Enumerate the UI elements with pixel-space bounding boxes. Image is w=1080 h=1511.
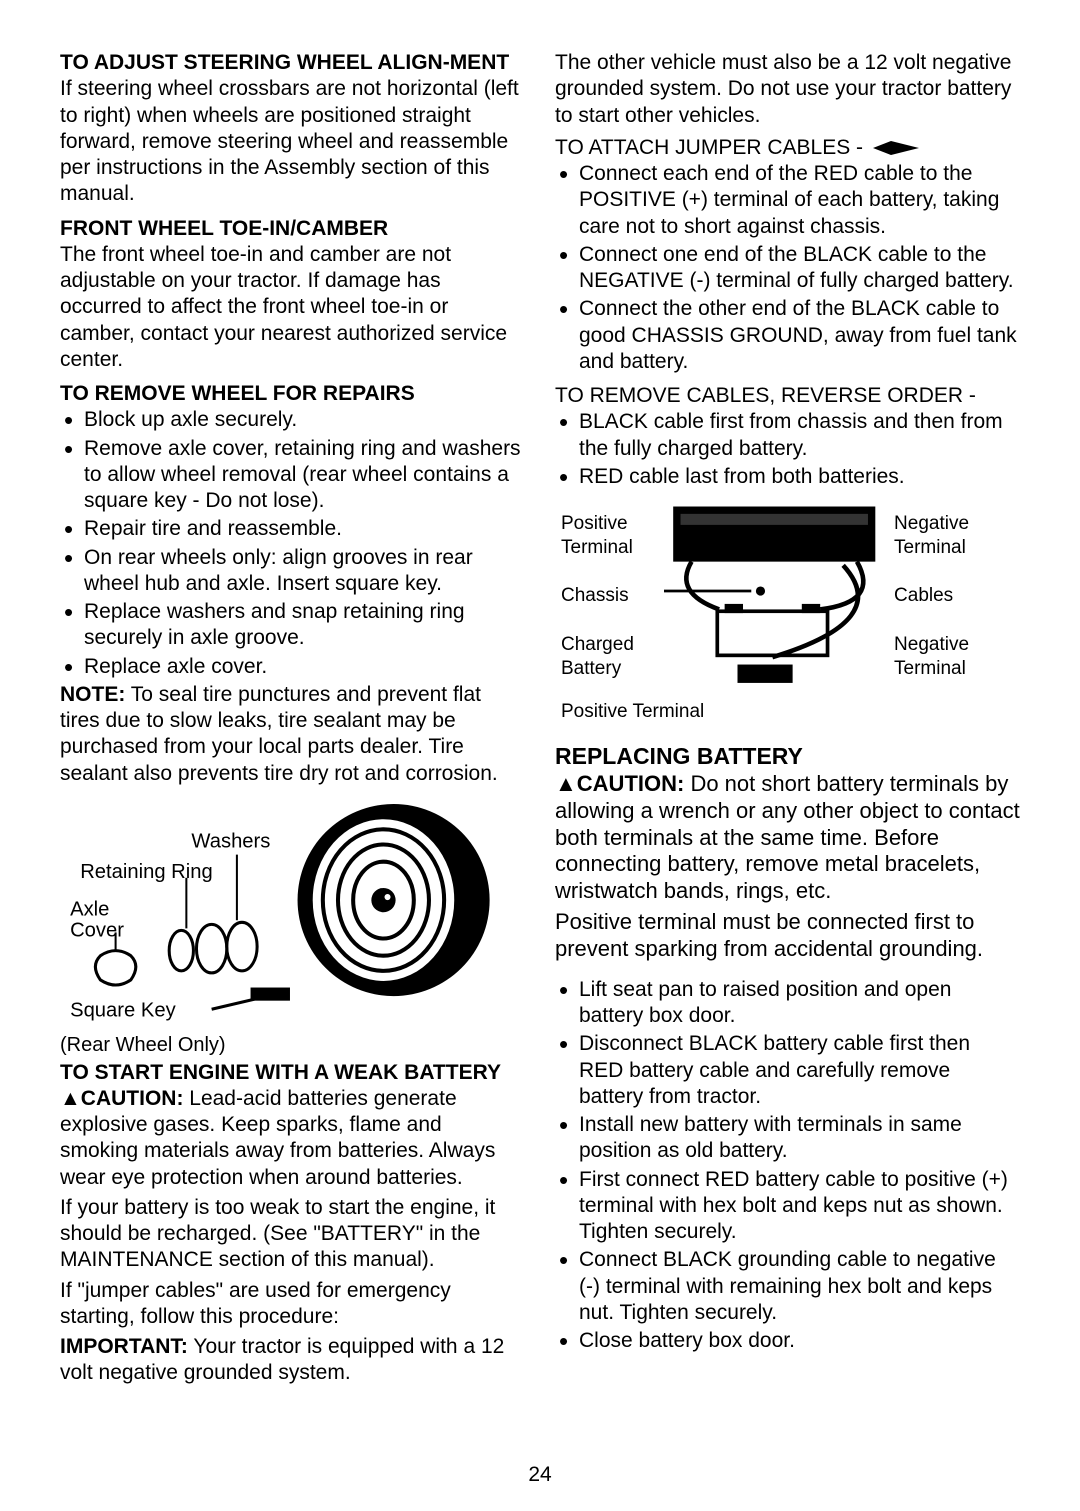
label-rear-only-text: (Rear Wheel Only) (60, 1033, 525, 1058)
para-toe-camber: The front wheel toe-in and camber are no… (60, 242, 525, 373)
heading-weak-battery: TO START ENGINE WITH A WEAK BATTERY (60, 1060, 525, 1086)
caution-replacing-battery: ▲CAUTION: Do not short battery terminals… (555, 771, 1020, 905)
list-item: Connect each end of the RED cable to the… (555, 161, 1020, 240)
para-jumper-intro: If "jumper cables" are used for emergenc… (60, 1278, 525, 1331)
para-positive-first: Positive terminal must be connected firs… (555, 909, 1020, 963)
heading-toe-camber: FRONT WHEEL TOE-IN/CAMBER (60, 216, 525, 242)
list-item: Repair tire and reassemble. (60, 516, 525, 542)
two-column-layout: TO ADJUST STEERING WHEEL ALIGN-MENT If s… (60, 50, 1020, 1391)
para-other-vehicle: The other vehicle must also be a 12 volt… (555, 50, 1020, 129)
list-item: Remove axle cover, retaining ring and wa… (60, 436, 525, 515)
note-lead: NOTE: (60, 683, 125, 706)
label-washers: Washers (191, 830, 270, 852)
label-cover: Cover (70, 919, 124, 941)
label-retaining-ring: Retaining Ring (80, 861, 213, 883)
label-neg-terminal: Negative Terminal (890, 498, 1018, 573)
list-replacing-battery: Lift seat pan to raised position and ope… (555, 977, 1020, 1355)
label-charged-battery: Charged Battery (557, 619, 658, 694)
list-attach-cables: Connect each end of the RED cable to the… (555, 161, 1020, 375)
left-column: TO ADJUST STEERING WHEEL ALIGN-MENT If s… (60, 50, 525, 1391)
list-item: Connect the other end of the BLACK cable… (555, 296, 1020, 375)
label-neg-terminal-2: Negative Terminal (890, 619, 1018, 694)
para-steering-alignment: If steering wheel crossbars are not hori… (60, 76, 525, 207)
list-item: Install new battery with terminals in sa… (555, 1112, 1020, 1165)
label-pos-terminal: Positive Terminal (557, 498, 658, 573)
heading-replacing-battery: REPLACING BATTERY (555, 742, 1020, 771)
list-item: Disconnect BLACK battery cable first the… (555, 1031, 1020, 1110)
para-recharge: If your battery is too weak to start the… (60, 1195, 525, 1274)
heading-steering-alignment: TO ADJUST STEERING WHEEL ALIGN-MENT (60, 50, 525, 76)
list-item: Close battery box door. (555, 1328, 1020, 1354)
battery-diagram: Positive Terminal (555, 496, 1020, 728)
caution-weak-battery: ▲CAUTION: Lead-acid batteries generate e… (60, 1086, 525, 1191)
label-square-key: Square Key (70, 999, 176, 1021)
label-axle: Axle (70, 898, 109, 920)
label-chassis: Chassis (557, 575, 658, 617)
battery-svg (664, 501, 885, 685)
clip-icon (871, 139, 921, 157)
list-item: First connect RED battery cable to posit… (555, 1167, 1020, 1246)
list-item: Connect BLACK grounding cable to negativ… (555, 1247, 1020, 1326)
important-lead: IMPORTANT: (60, 1335, 188, 1358)
list-item: Connect one end of the BLACK cable to th… (555, 242, 1020, 295)
list-item: RED cable last from both batteries. (555, 464, 1020, 490)
important-note: IMPORTANT: Your tractor is equipped with… (60, 1334, 525, 1387)
page-number: 24 (0, 1463, 1080, 1487)
heading-attach-cables-row: TO ATTACH JUMPER CABLES - (555, 135, 1020, 161)
label-cables: Cables (890, 575, 1018, 617)
wheel-diagram: Washers Retaining Ring Axle Cover Square… (60, 799, 525, 1032)
list-item: Replace axle cover. (60, 654, 525, 680)
caution-icon: ▲CAUTION: (60, 1087, 183, 1110)
heading-remove-wheel: TO REMOVE WHEEL FOR REPAIRS (60, 381, 525, 407)
list-item: Replace washers and snap retaining ring … (60, 599, 525, 652)
note-tire-sealant: NOTE: To seal tire punctures and prevent… (60, 682, 525, 787)
label-pos-terminal-2: Positive Terminal (557, 697, 888, 727)
right-column: The other vehicle must also be a 12 volt… (555, 50, 1020, 1391)
list-item: On rear wheels only: align grooves in re… (60, 545, 525, 598)
list-item: Lift seat pan to raised position and ope… (555, 977, 1020, 1030)
list-remove-wheel: Block up axle securely. Remove axle cove… (60, 407, 525, 680)
list-item: Block up axle securely. (60, 407, 525, 433)
list-item: BLACK cable first from chassis and then … (555, 409, 1020, 462)
heading-attach-cables: TO ATTACH JUMPER CABLES - (555, 135, 863, 161)
note-body: To seal tire punctures and prevent flat … (60, 683, 498, 785)
heading-remove-cables: TO REMOVE CABLES, REVERSE ORDER - (555, 383, 1020, 409)
list-remove-cables: BLACK cable first from chassis and then … (555, 409, 1020, 490)
caution-icon: ▲CAUTION: (555, 771, 684, 796)
